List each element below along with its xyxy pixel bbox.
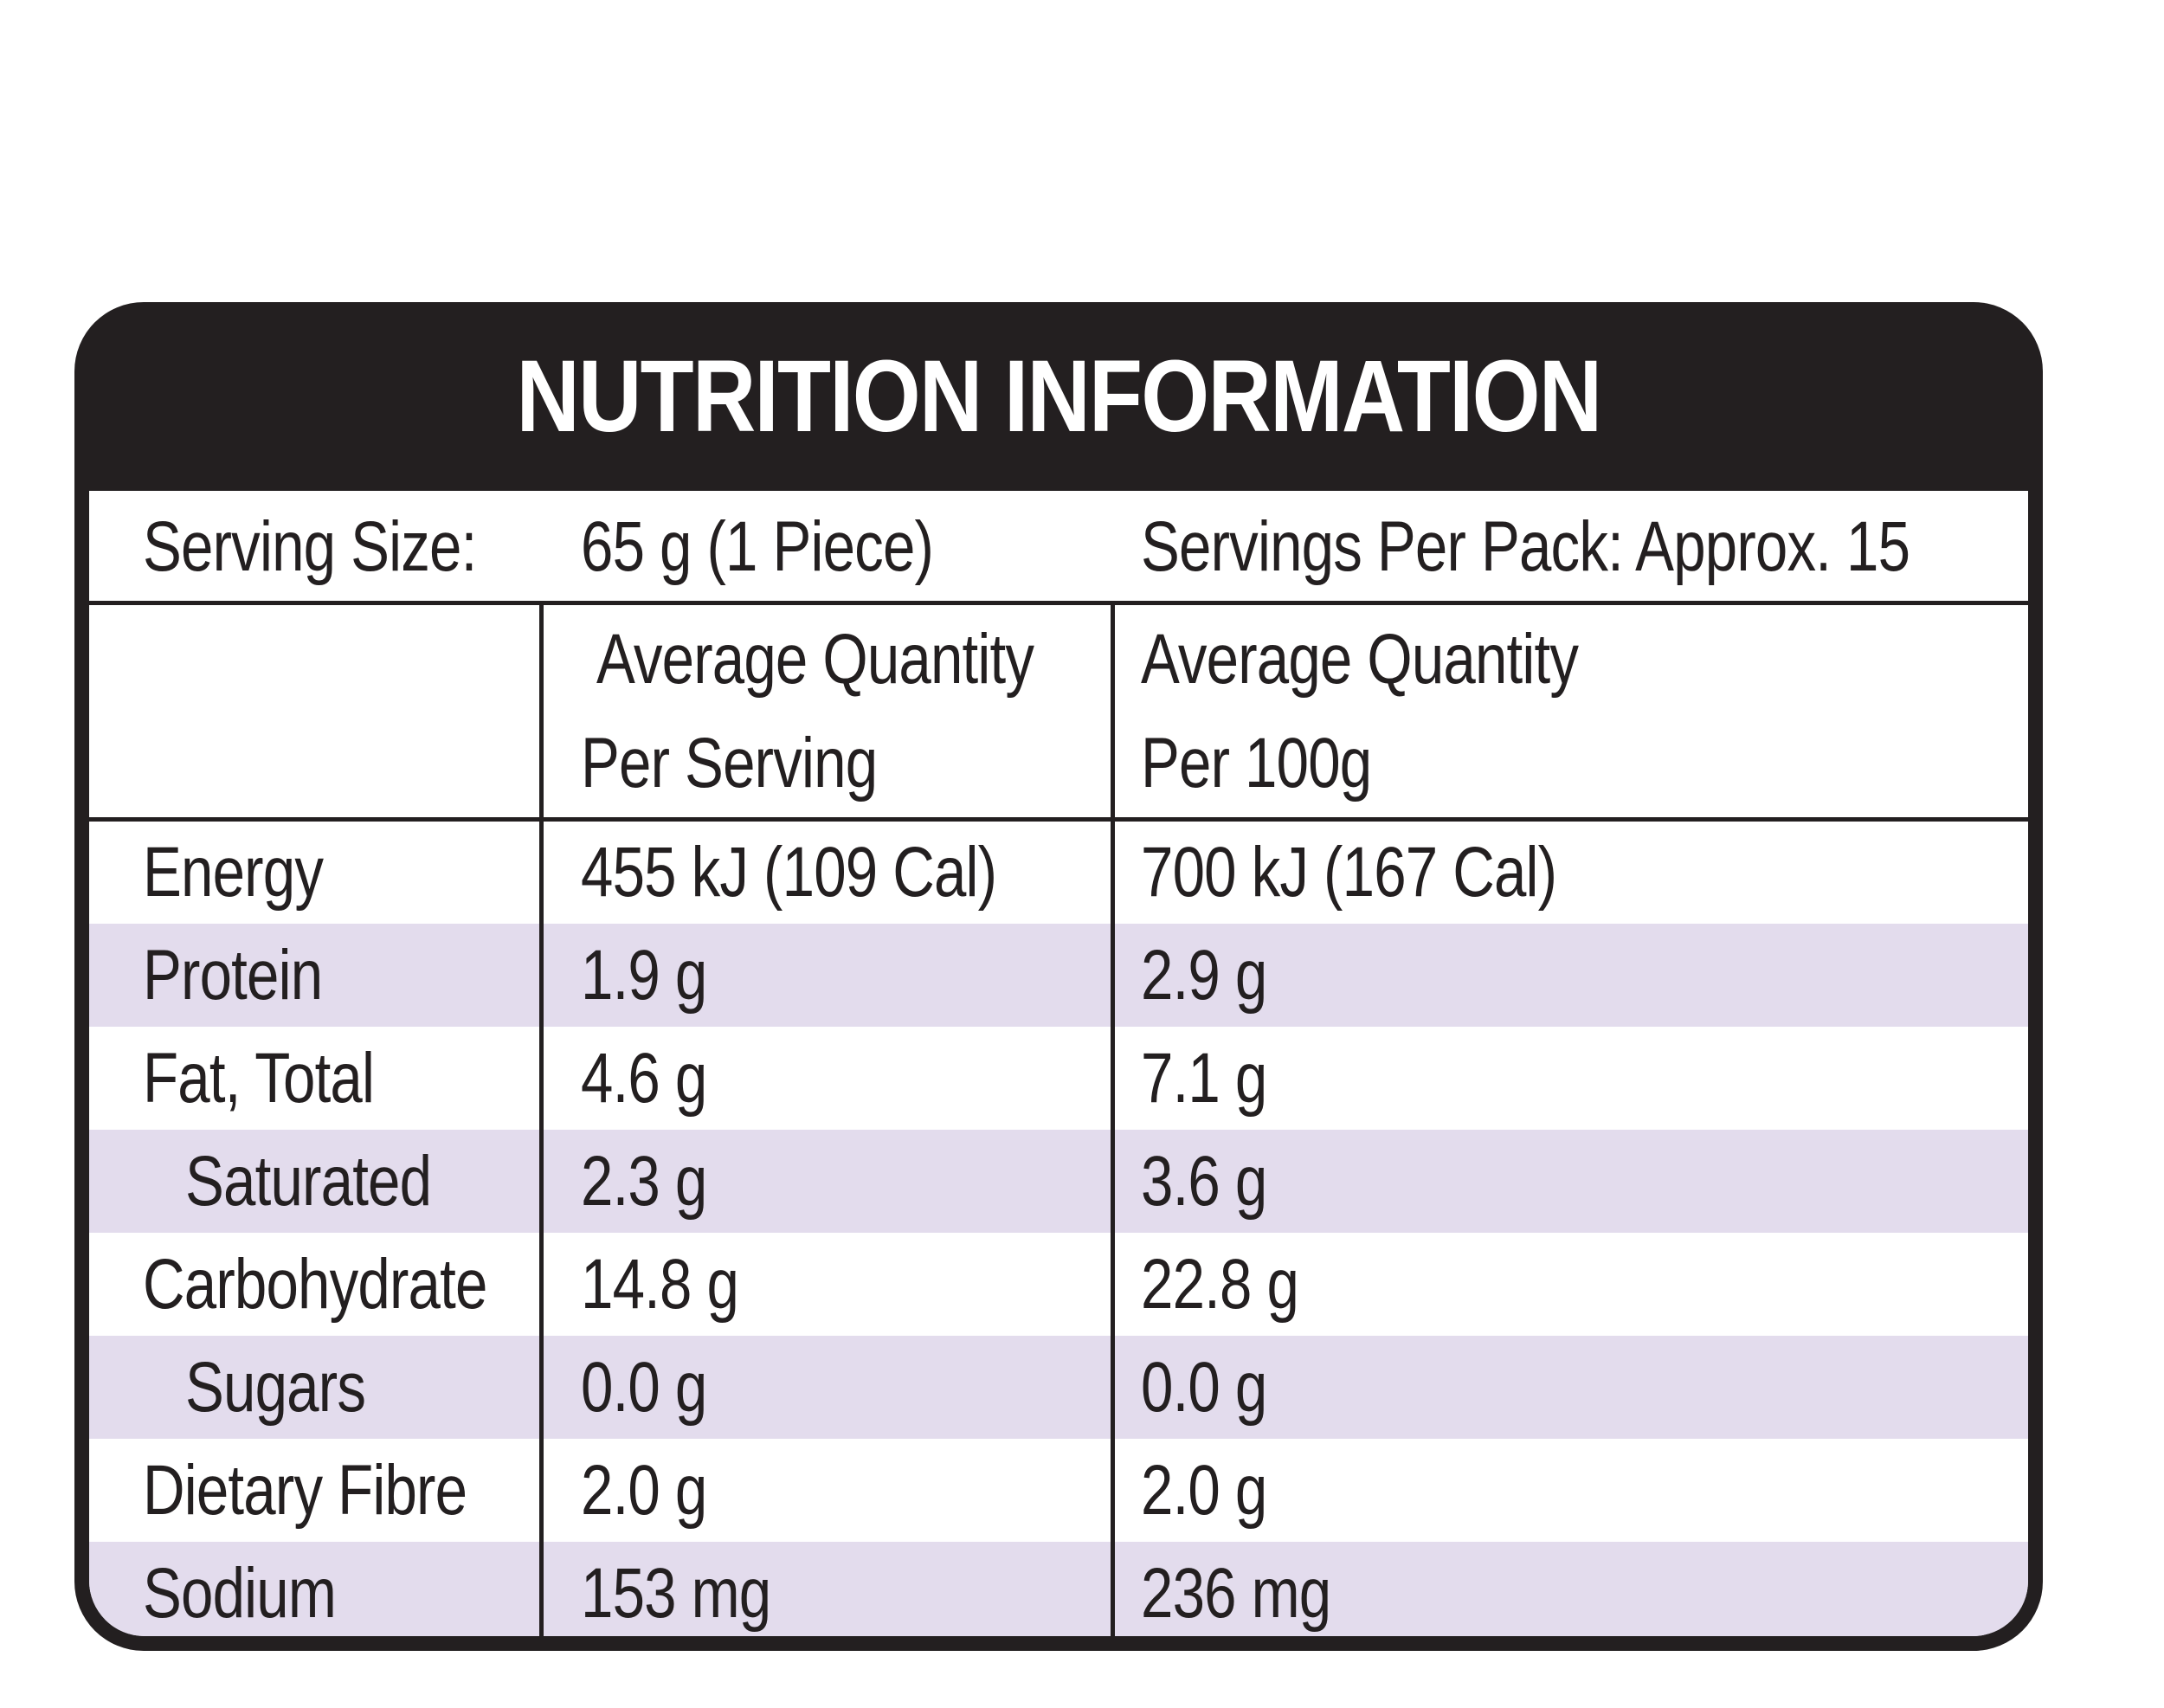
per-serving-value: 153 mg [581, 1554, 771, 1633]
nutrient-name: Dietary Fibre [143, 1450, 467, 1530]
per-100g-value: 2.9 g [1141, 935, 1267, 1015]
per-serving-value: 4.6 g [581, 1038, 707, 1118]
divider [89, 601, 2028, 605]
per-100g-value: 236 mg [1141, 1554, 1331, 1633]
per-100g-value: 0.0 g [1141, 1347, 1267, 1427]
table-row: Protein 1.9 g 2.9 g [89, 924, 2028, 1027]
divider [89, 817, 2028, 822]
serving-info-row: Serving Size: 65 g (1 Piece) Servings Pe… [89, 491, 2028, 603]
nutrient-name: Fat, Total [143, 1038, 375, 1118]
table-row: Sodium 153 mg 236 mg [89, 1542, 2028, 1636]
serving-size-value: 65 g (1 Piece) [581, 507, 934, 586]
per-serving-value: 2.3 g [581, 1141, 707, 1221]
per-100g-value: 700 kJ (167 Cal) [1141, 833, 1557, 912]
servings-per-pack: Servings Per Pack: Approx. 15 [1141, 507, 1910, 586]
per-serving-value: 14.8 g [581, 1244, 739, 1324]
nutrient-name: Sodium [143, 1554, 337, 1633]
table-row: Carbohydrate 14.8 g 22.8 g [89, 1233, 2028, 1336]
per-serving-value: 1.9 g [581, 935, 707, 1015]
column-header-row: Average Quantity Per Serving Average Qua… [89, 605, 2028, 817]
panel-title: NUTRITION INFORMATION [516, 339, 1603, 454]
per-serving-value: 0.0 g [581, 1347, 707, 1427]
per-serving-header-line1: Average Quantity [596, 619, 1034, 699]
per-100g-value: 2.0 g [1141, 1450, 1267, 1530]
nutrient-name: Carbohydrate [143, 1244, 487, 1324]
column-divider [539, 603, 544, 1636]
per-100g-header-line2: Per 100g [1141, 723, 1372, 802]
per-100g-value: 22.8 g [1141, 1244, 1299, 1324]
table-row: Saturated 2.3 g 3.6 g [89, 1130, 2028, 1233]
per-100g-header-line1: Average Quantity [1141, 619, 1579, 699]
table-row: Sugars 0.0 g 0.0 g [89, 1336, 2028, 1439]
table-row: Dietary Fibre 2.0 g 2.0 g [89, 1439, 2028, 1542]
nutrient-name: Energy [143, 833, 324, 912]
per-serving-header-line2: Per Serving [581, 723, 878, 802]
per-serving-value: 455 kJ (109 Cal) [581, 833, 997, 912]
nutrition-panel: NUTRITION INFORMATION Serving Size: 65 g… [74, 302, 2043, 1651]
column-divider [1111, 603, 1115, 1636]
per-serving-value: 2.0 g [581, 1450, 707, 1530]
nutrient-name: Sugars [185, 1347, 366, 1427]
nutrition-table: Serving Size: 65 g (1 Piece) Servings Pe… [89, 491, 2028, 1636]
nutrient-name: Saturated [185, 1141, 432, 1221]
per-100g-value: 3.6 g [1141, 1141, 1267, 1221]
serving-size-label: Serving Size: [143, 507, 477, 586]
table-row: Fat, Total 4.6 g 7.1 g [89, 1027, 2028, 1130]
per-100g-value: 7.1 g [1141, 1038, 1267, 1118]
nutrient-name: Protein [143, 935, 323, 1015]
table-row: Energy 455 kJ (109 Cal) 700 kJ (167 Cal) [89, 822, 2028, 924]
